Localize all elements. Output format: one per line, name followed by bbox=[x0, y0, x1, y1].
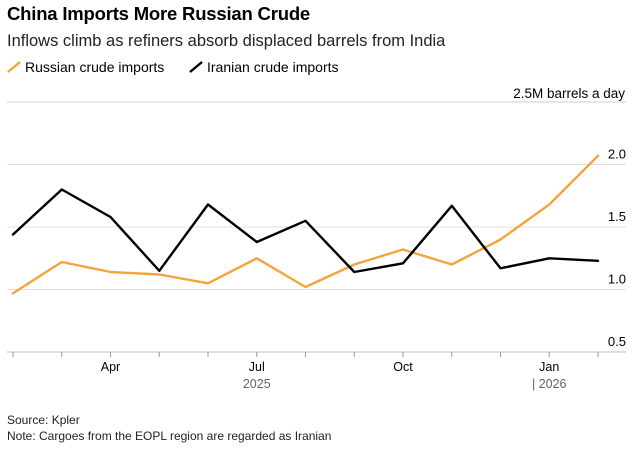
footnote: Note: Cargoes from the EOPL region are r… bbox=[7, 429, 332, 443]
legend-label-russian: Russian crude imports bbox=[25, 59, 165, 75]
legend-swatch-russian bbox=[7, 61, 21, 73]
x-tick-label: Jan bbox=[539, 360, 559, 374]
x-tick-label: Jul bbox=[249, 360, 265, 374]
x-year-label: 2025 bbox=[243, 377, 271, 391]
series-line-iranian bbox=[11, 188, 600, 274]
y-tick-label: 1.0 bbox=[608, 272, 626, 287]
chart-subtitle: Inflows climb as refiners absorb displac… bbox=[7, 32, 446, 50]
x-tick-label: Apr bbox=[101, 360, 120, 374]
series-line-russian bbox=[11, 154, 600, 295]
x-tick-label: Oct bbox=[393, 360, 413, 374]
y-tick-label: 1.5 bbox=[608, 209, 626, 224]
y-tick-label: 2.0 bbox=[608, 147, 626, 162]
y-tick-label: 0.5 bbox=[608, 334, 626, 349]
legend-label-iranian: Iranian crude imports bbox=[207, 59, 339, 75]
x-year-label: | 2026 bbox=[532, 377, 567, 391]
chart-title: China Imports More Russian Crude bbox=[7, 3, 311, 24]
source-note: Source: Kpler bbox=[7, 413, 80, 427]
y-axis-unit-label: 2.5M barrels a day bbox=[513, 86, 625, 101]
legend-swatch-iranian bbox=[189, 61, 203, 73]
